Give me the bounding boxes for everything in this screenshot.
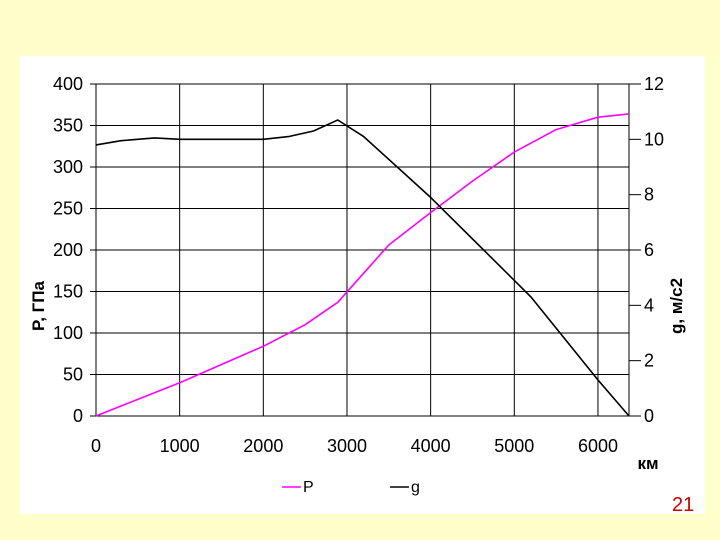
- y-tick-label: 0: [73, 406, 83, 426]
- series-layer: [95, 113, 630, 417]
- y-tick-label: 300: [53, 157, 83, 177]
- y-tick-label: 100: [53, 323, 83, 343]
- pressure-gravity-chart: 0 1000 2000 3000 4000 5000 6000400350300250200…: [29, 74, 686, 496]
- y-tick-label: 400: [53, 74, 83, 94]
- series-line-p: [95, 113, 630, 417]
- y2-tick-label: 8: [644, 185, 654, 205]
- y2-tick-label: 2: [644, 351, 654, 371]
- y2-tick-label: 10: [644, 129, 664, 149]
- legend: P g: [282, 479, 420, 496]
- x-tick-label: 3000: [327, 436, 367, 456]
- legend-label-g: g: [411, 479, 420, 496]
- y2-tick-label: 12: [644, 74, 664, 94]
- y-tick-label: 200: [53, 240, 83, 260]
- y-tick-label: 250: [53, 199, 83, 219]
- x-tick-label: 0: [91, 436, 101, 456]
- plot-area-border: [95, 83, 630, 417]
- chart-panel: 0 1000 2000 3000 4000 5000 6000 400 350 300 250 200…: [20, 56, 705, 514]
- y-axis-title: P, ГПа: [29, 281, 48, 331]
- tick-labels: 0 1000 2000 3000 4000 5000 6000400350300250200…: [53, 74, 664, 456]
- y2-axis-title: g, м/с2: [667, 278, 686, 334]
- y-tick-label: 150: [53, 282, 83, 302]
- y-tick-label: 50: [63, 365, 83, 385]
- x-axis-title: км: [637, 454, 658, 473]
- x-tick-label: 6000: [578, 436, 618, 456]
- slide-number: 21: [672, 494, 695, 516]
- grid: [90, 83, 641, 417]
- x-tick-label: 4000: [411, 436, 451, 456]
- series-line-g: [95, 119, 630, 417]
- legend-label-p: P: [303, 479, 314, 496]
- x-tick-label: 1000: [160, 436, 200, 456]
- y2-tick-label: 4: [644, 295, 654, 315]
- x-tick-label: 2000: [243, 436, 283, 456]
- y-tick-label: 350: [53, 116, 83, 136]
- x-tick-label: 5000: [494, 436, 534, 456]
- y2-tick-label: 6: [644, 240, 654, 260]
- y2-tick-label: 0: [644, 406, 654, 426]
